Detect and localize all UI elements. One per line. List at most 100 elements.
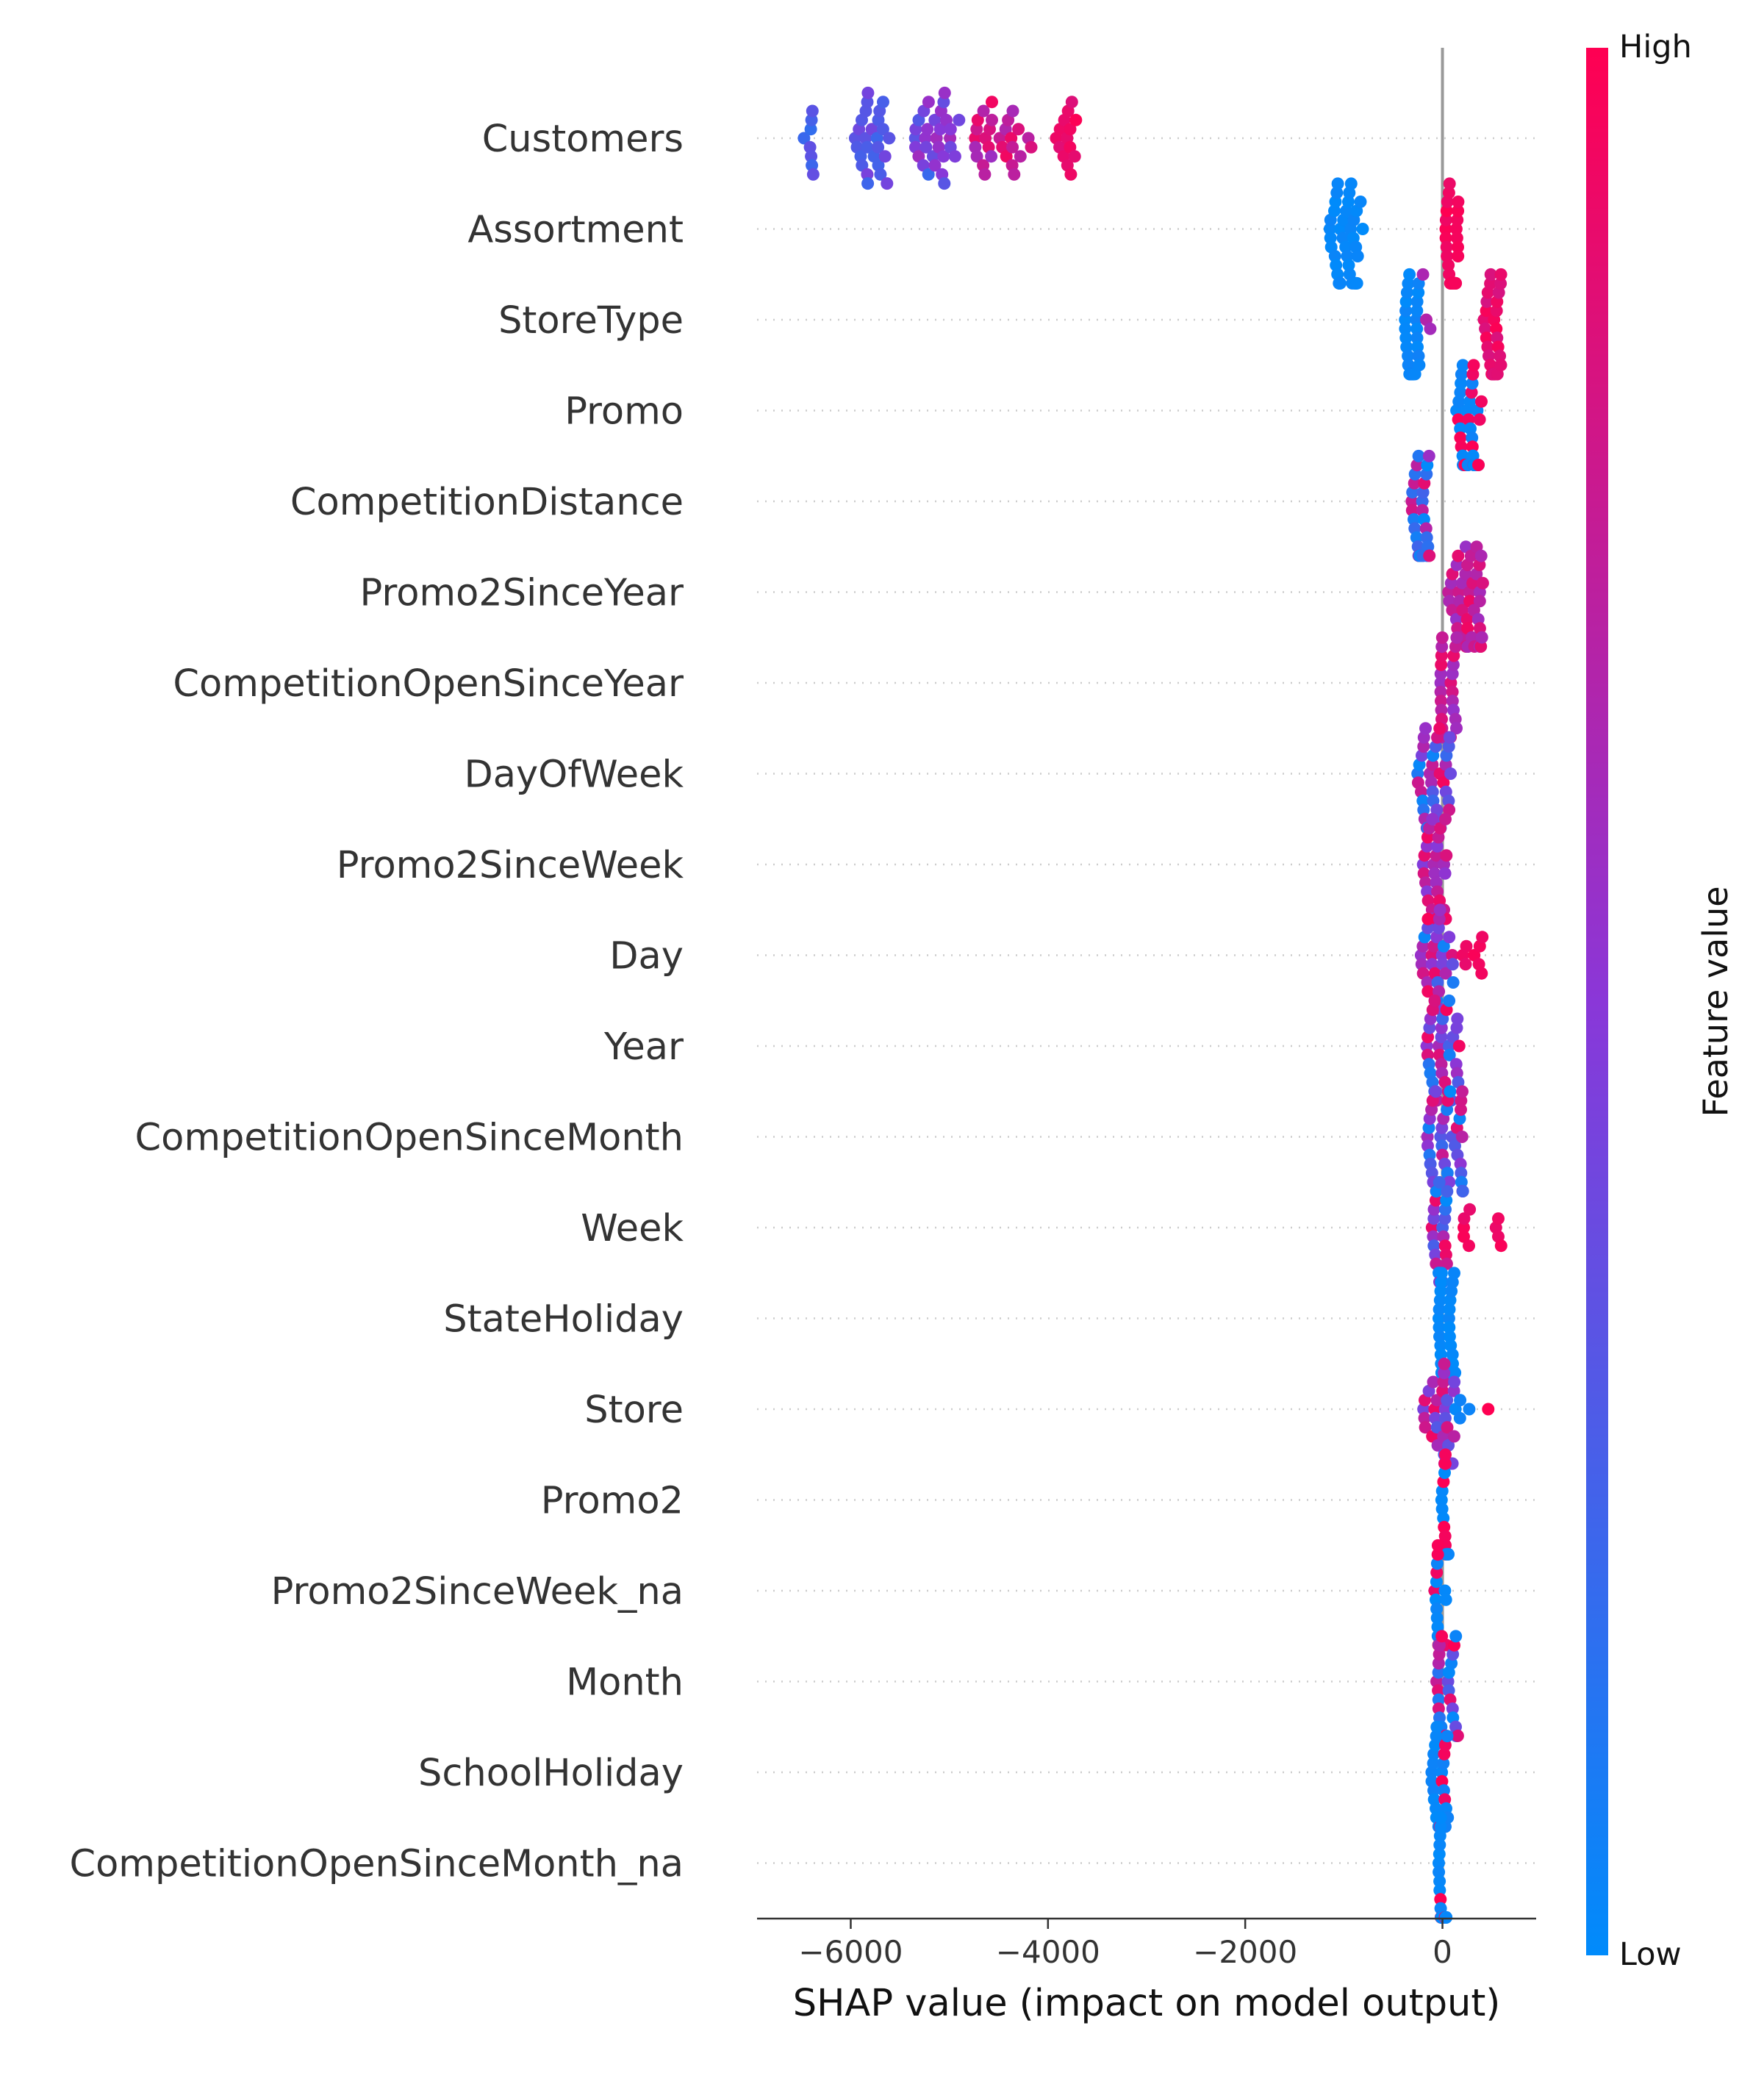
shap-point xyxy=(1454,386,1467,399)
shap-point xyxy=(1433,1648,1446,1661)
shap-point xyxy=(1449,1367,1462,1379)
feature-label: Day xyxy=(609,935,684,978)
shap-point xyxy=(1452,549,1465,562)
shap-point xyxy=(1323,223,1336,235)
shap-point xyxy=(1064,123,1077,136)
shap-point xyxy=(1439,223,1452,235)
shap-point xyxy=(944,132,957,145)
shap-point xyxy=(1456,1185,1469,1197)
shap-point xyxy=(1438,1239,1452,1253)
feature-label: CompetitionOpenSinceYear xyxy=(173,662,684,706)
shap-point xyxy=(1399,332,1413,345)
shap-point xyxy=(870,132,883,145)
shap-point xyxy=(1464,549,1477,562)
shap-point xyxy=(1025,140,1038,154)
shap-point xyxy=(1069,113,1083,126)
shap-point xyxy=(1429,1738,1442,1752)
shap-point xyxy=(1480,295,1494,308)
shap-point xyxy=(1432,1702,1445,1715)
shap-point xyxy=(1427,1212,1441,1225)
shap-point xyxy=(1482,1403,1495,1416)
shap-point xyxy=(1434,1285,1447,1297)
shap-point xyxy=(1421,976,1434,989)
x-axis-ticks: −6000 −4000 −2000 0 xyxy=(798,1919,1452,1970)
shap-point xyxy=(1446,958,1459,971)
shap-point xyxy=(1432,922,1445,934)
shap-point xyxy=(1430,1575,1443,1589)
shap-point xyxy=(1441,1675,1455,1688)
shap-point xyxy=(1442,259,1455,272)
shap-point xyxy=(1450,232,1463,245)
shap-point xyxy=(1466,440,1479,454)
shap-point xyxy=(804,123,817,136)
shap-point xyxy=(1430,1566,1444,1579)
shap-point xyxy=(1440,204,1453,218)
shap-point xyxy=(1416,268,1430,281)
feature-label: Promo2SinceWeek_na xyxy=(271,1570,684,1614)
shap-point xyxy=(1443,931,1456,944)
shap-point xyxy=(1427,1784,1440,1797)
shap-point xyxy=(1351,250,1364,262)
shap-point xyxy=(928,159,942,172)
shap-point xyxy=(1443,1303,1456,1316)
shap-point xyxy=(928,113,942,126)
shap-point xyxy=(1399,295,1413,308)
shap-point xyxy=(1438,1530,1452,1543)
shap-point xyxy=(1423,549,1436,562)
shap-point xyxy=(1434,1820,1447,1833)
shap-point xyxy=(1420,1039,1433,1053)
shap-point xyxy=(919,140,933,154)
shap-point xyxy=(1454,1158,1467,1170)
shap-point xyxy=(1342,196,1355,208)
shap-point xyxy=(1437,1784,1450,1797)
shap-point xyxy=(1450,631,1463,644)
shap-point xyxy=(1432,1684,1445,1697)
shap-point xyxy=(1423,1021,1436,1034)
shap-point xyxy=(865,123,878,136)
shap-point xyxy=(1484,268,1497,281)
feature-label: DayOfWeek xyxy=(464,753,684,797)
shap-point xyxy=(1441,1103,1454,1116)
shap-point xyxy=(1439,812,1452,826)
shap-point xyxy=(1449,712,1462,726)
shap-point xyxy=(1460,613,1474,626)
x-tick-label: −2000 xyxy=(1193,1934,1297,1970)
shap-point xyxy=(986,96,998,109)
shap-point xyxy=(1450,722,1463,735)
shap-point xyxy=(1443,1321,1456,1334)
shap-point xyxy=(1433,1847,1446,1861)
shap-point xyxy=(1423,1148,1436,1161)
shap-point xyxy=(1484,277,1497,290)
shap-point xyxy=(978,168,992,181)
shap-point xyxy=(1410,322,1424,335)
feature-label: Store xyxy=(584,1389,684,1432)
shap-point xyxy=(881,177,894,190)
shap-point xyxy=(1466,431,1479,444)
shap-point xyxy=(1421,912,1435,925)
shap-point xyxy=(1476,931,1489,944)
shap-point xyxy=(1452,240,1464,254)
shap-point xyxy=(1474,640,1488,653)
shap-point xyxy=(1428,994,1441,1007)
shap-point xyxy=(1435,1267,1448,1280)
feature-labels: Customers Assortment StoreType Promo Competi… xyxy=(69,118,684,1886)
shap-point xyxy=(1446,667,1459,681)
feature-label: StoreType xyxy=(498,299,684,343)
shap-point xyxy=(1472,459,1485,471)
shap-point xyxy=(1433,1874,1446,1888)
shap-point xyxy=(1418,1411,1431,1425)
shap-point xyxy=(1435,1503,1449,1516)
shap-point xyxy=(1435,1031,1448,1044)
shap-point xyxy=(1490,322,1503,335)
shap-point xyxy=(1430,876,1443,889)
shap-point xyxy=(1433,1294,1446,1307)
shap-point xyxy=(1412,286,1425,299)
shap-point xyxy=(1419,1421,1432,1434)
shap-point xyxy=(921,123,934,136)
colorbar: High Low Feature value xyxy=(1586,29,1735,1973)
shap-point xyxy=(1333,276,1347,290)
shap-point xyxy=(1435,649,1448,662)
shap-point xyxy=(986,113,998,126)
shap-point xyxy=(1442,1312,1455,1325)
